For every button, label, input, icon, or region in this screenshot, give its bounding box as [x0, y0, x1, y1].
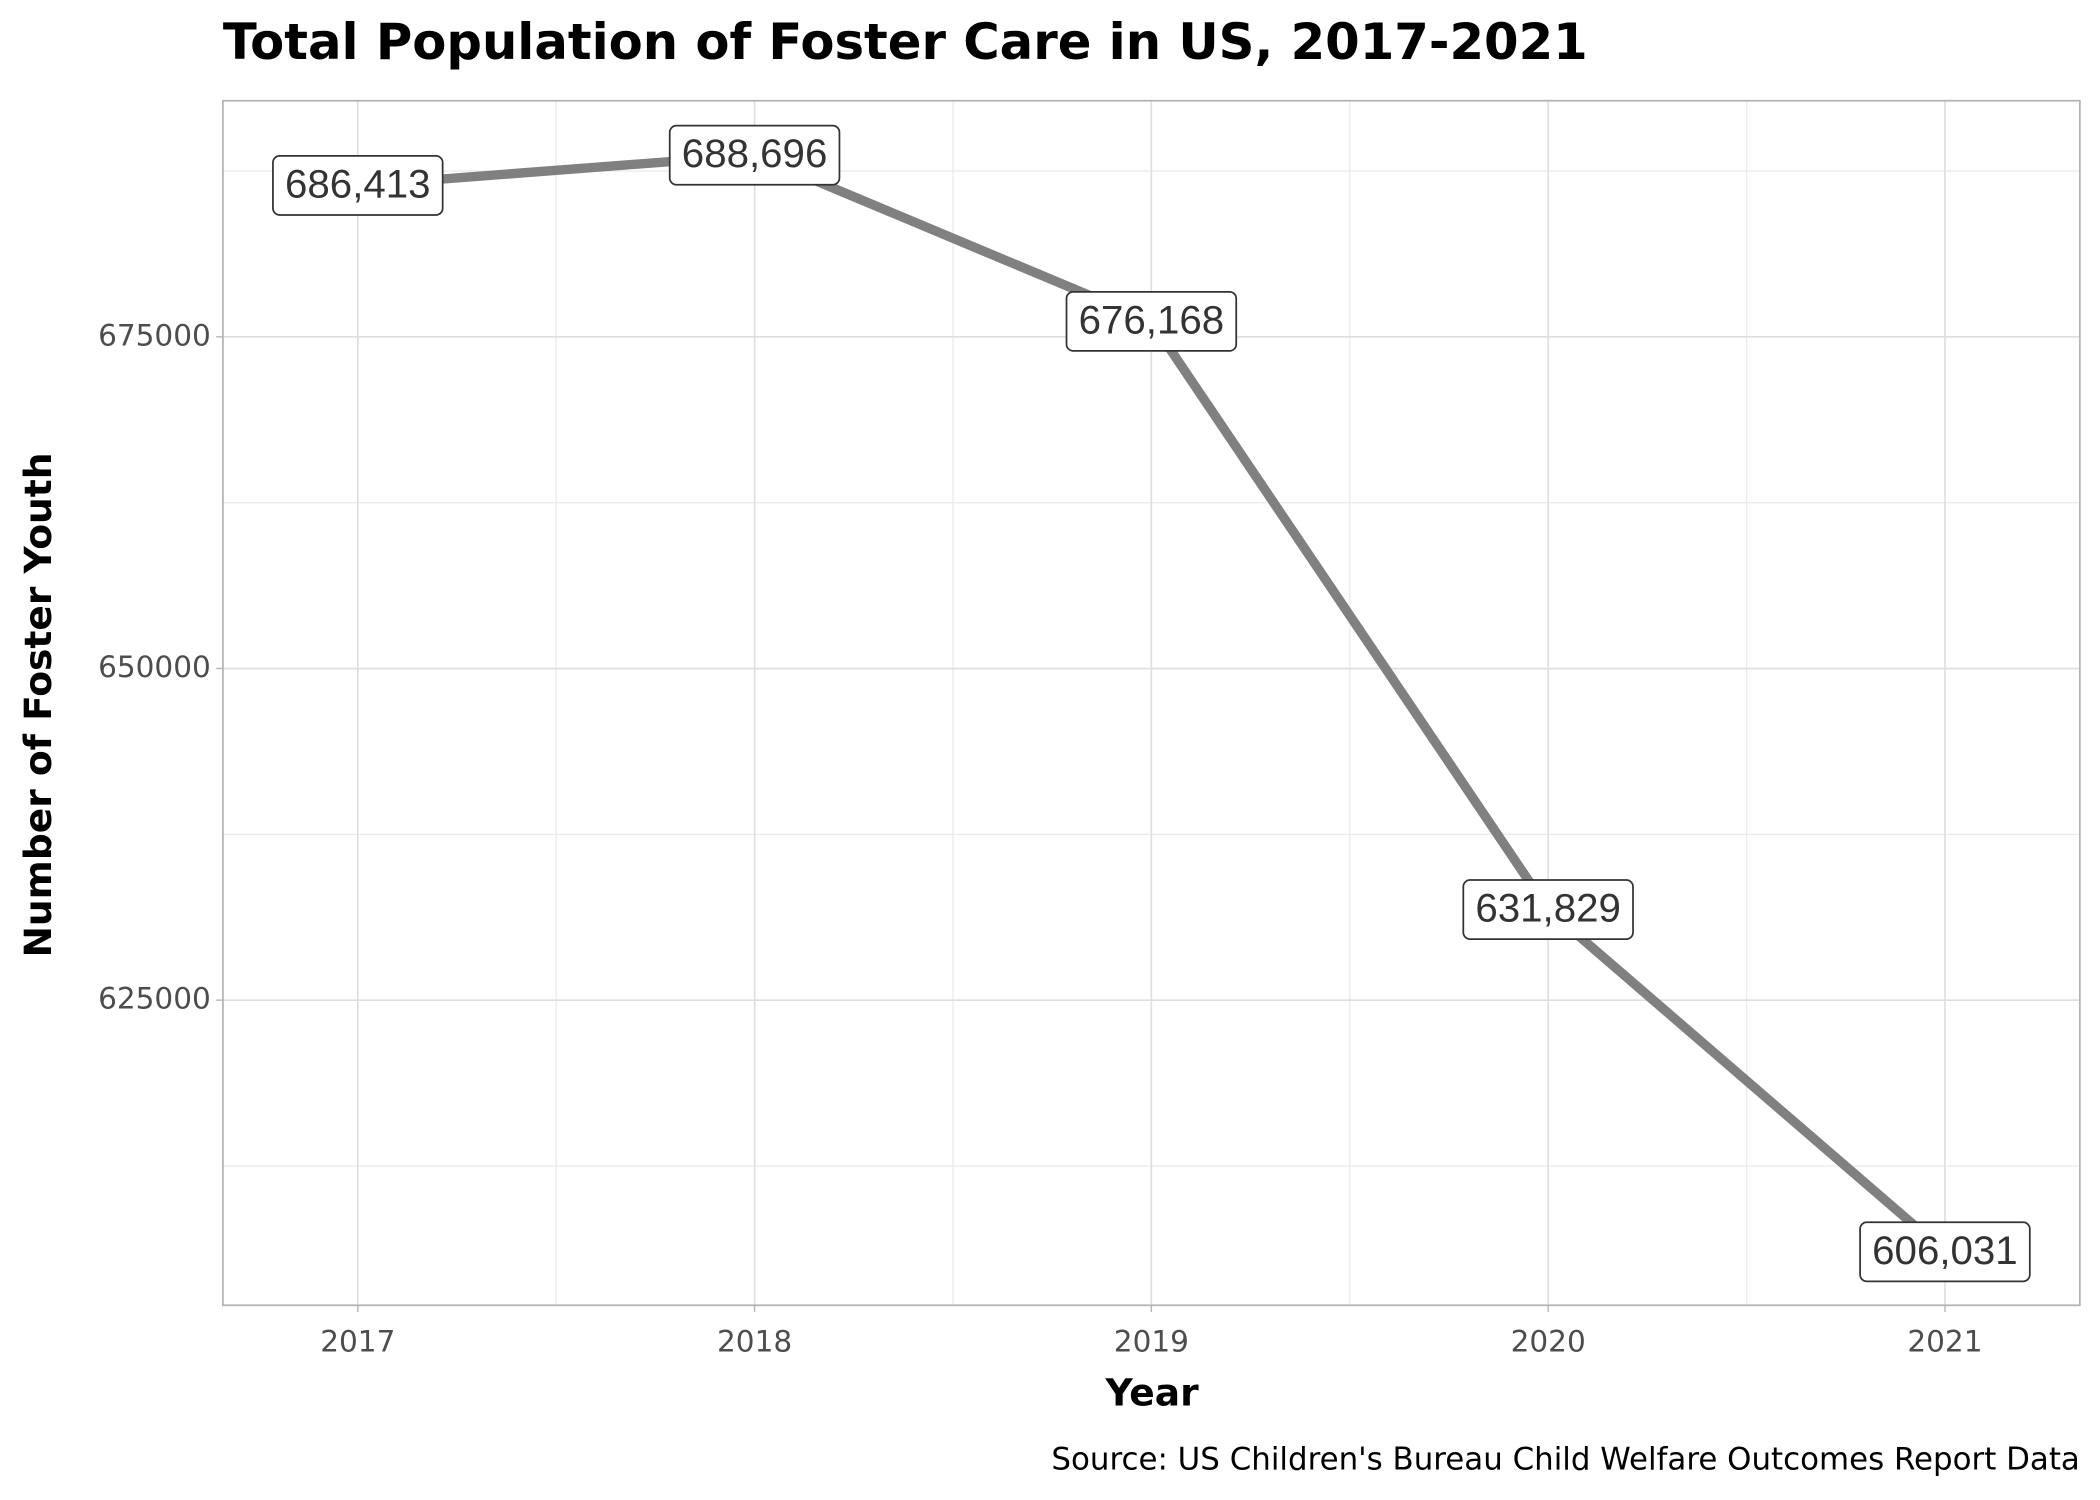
data-label: 676,168	[1065, 290, 1238, 352]
x-tick-label: 2020	[1511, 1324, 1586, 1358]
x-tick-label: 2018	[717, 1324, 792, 1358]
chart-title: Total Population of Foster Care in US, 2…	[223, 13, 1588, 71]
x-tick-label: 2019	[1114, 1324, 1189, 1358]
data-label: 688,696	[668, 124, 841, 186]
y-tick-label: 625000	[98, 982, 211, 1016]
data-label-box	[1065, 290, 1238, 352]
data-label-box	[1462, 879, 1634, 940]
y-tick-label: 675000	[98, 318, 211, 352]
data-label-box	[668, 124, 841, 186]
data-label-text: 631,829	[1475, 886, 1621, 931]
data-label: 631,829	[1462, 879, 1634, 940]
caption: Source: US Children's Bureau Child Welfa…	[1051, 1442, 2079, 1478]
grid	[222, 100, 2080, 1306]
data-label-text: 676,168	[1079, 297, 1225, 342]
x-tick-label: 2021	[1907, 1324, 1982, 1358]
x-tick-label: 2017	[320, 1324, 395, 1358]
x-axis-title: Year	[1104, 1371, 1199, 1415]
data-label-box	[1859, 1221, 2031, 1283]
y-tick-label: 650000	[98, 650, 211, 684]
data-label: 686,413	[272, 155, 444, 216]
plot-border	[222, 99, 2081, 1307]
data-label-text: 688,696	[682, 131, 828, 176]
y-axis-title: Number of Foster Youth	[16, 452, 60, 957]
data-label-text: 606,031	[1872, 1228, 2018, 1273]
data-label: 606,031	[1859, 1221, 2031, 1283]
data-label-box	[272, 155, 444, 216]
data-label-text: 686,413	[285, 161, 431, 206]
